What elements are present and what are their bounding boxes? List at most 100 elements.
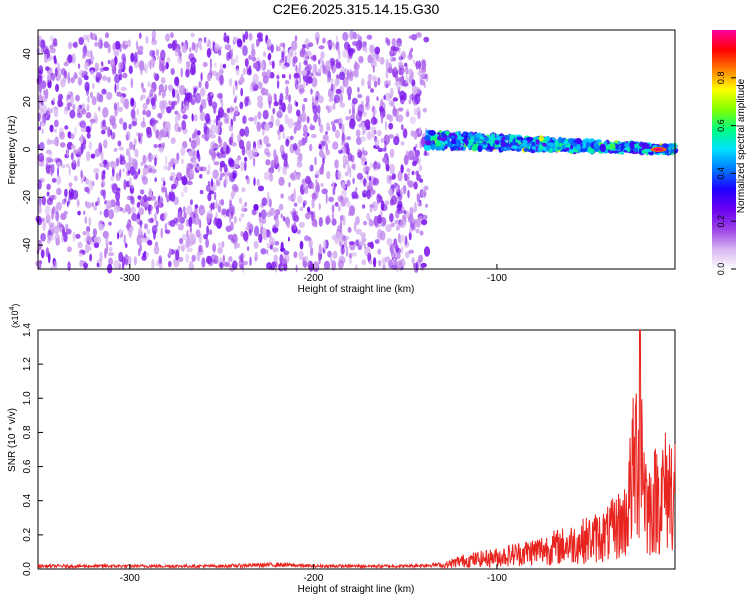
noise-blob bbox=[331, 204, 335, 214]
noise-blob bbox=[283, 263, 288, 272]
noise-blob bbox=[244, 161, 247, 172]
noise-blob bbox=[309, 143, 313, 152]
noise-blob bbox=[405, 65, 409, 75]
noise-blob bbox=[409, 227, 413, 234]
noise-blob bbox=[293, 202, 298, 207]
noise-blob bbox=[181, 120, 187, 131]
noise-blob bbox=[384, 256, 391, 263]
noise-blob bbox=[337, 260, 344, 269]
noise-blob bbox=[167, 260, 172, 268]
noise-blob bbox=[276, 44, 278, 52]
noise-blob bbox=[371, 201, 378, 212]
noise-blob bbox=[315, 178, 318, 186]
noise-blob bbox=[238, 258, 245, 268]
noise-blob bbox=[84, 62, 89, 71]
noise-blob bbox=[240, 87, 244, 97]
noise-blob bbox=[262, 129, 265, 136]
signal-blob bbox=[531, 141, 536, 147]
noise-blob bbox=[150, 97, 156, 107]
noise-blob bbox=[357, 93, 363, 99]
noise-blob bbox=[248, 117, 255, 122]
noise-blob bbox=[68, 195, 71, 205]
noise-blob bbox=[266, 262, 273, 270]
noise-blob bbox=[97, 106, 101, 112]
noise-blob bbox=[385, 58, 389, 70]
noise-blob bbox=[367, 73, 373, 82]
noise-blob bbox=[165, 155, 168, 166]
noise-blob bbox=[374, 80, 378, 88]
noise-blob bbox=[229, 199, 232, 207]
noise-blob bbox=[172, 88, 176, 98]
noise-blob bbox=[142, 109, 146, 116]
noise-blob bbox=[394, 219, 399, 225]
noise-blob bbox=[275, 154, 278, 166]
noise-blob bbox=[318, 202, 321, 211]
noise-blob bbox=[64, 197, 67, 203]
noise-blob bbox=[217, 135, 221, 143]
signal-blob bbox=[483, 141, 487, 145]
noise-blob bbox=[409, 94, 413, 99]
noise-blob bbox=[403, 92, 407, 101]
noise-blob bbox=[282, 153, 288, 161]
noise-blob bbox=[39, 107, 45, 116]
noise-blob bbox=[231, 192, 236, 196]
noise-blob bbox=[131, 121, 137, 127]
noise-blob bbox=[318, 243, 322, 255]
noise-blob bbox=[294, 51, 297, 57]
noise-blob bbox=[206, 43, 211, 48]
noise-blob bbox=[80, 127, 87, 133]
noise-blob bbox=[266, 38, 272, 48]
snr-panel: -300 -200 -100 0.0 0.2 0.4 0.6 0.8 1.0 1.2 1.4 He… bbox=[7, 304, 676, 595]
noise-blob bbox=[42, 219, 46, 231]
noise-blob bbox=[95, 72, 102, 81]
noise-blob bbox=[122, 121, 128, 131]
noise-blob bbox=[142, 88, 147, 93]
noise-blob bbox=[207, 163, 211, 172]
noise-blob bbox=[53, 260, 58, 270]
noise-blob bbox=[334, 202, 339, 207]
noise-blob bbox=[411, 170, 415, 176]
signal-blob bbox=[449, 143, 453, 148]
noise-blob bbox=[131, 213, 138, 222]
y-tick-label: 1.4 bbox=[22, 323, 33, 337]
noise-blob bbox=[275, 118, 281, 127]
noise-blob bbox=[418, 126, 422, 135]
noise-blob bbox=[169, 32, 174, 39]
noise-blob bbox=[76, 198, 80, 208]
noise-blob bbox=[396, 259, 403, 270]
noise-blob bbox=[415, 228, 420, 234]
noise-blob bbox=[303, 60, 308, 66]
noise-blob bbox=[50, 108, 53, 114]
signal-blob bbox=[563, 148, 568, 152]
noise-blob bbox=[355, 239, 360, 247]
noise-blob bbox=[93, 205, 97, 211]
noise-blob bbox=[408, 35, 415, 40]
signal-blob bbox=[546, 145, 551, 151]
noise-blob bbox=[59, 131, 65, 140]
noise-blob bbox=[281, 102, 286, 113]
noise-blob bbox=[59, 222, 63, 233]
noise-blob bbox=[238, 139, 245, 150]
noise-blob bbox=[311, 76, 318, 88]
signal-blob bbox=[638, 142, 646, 148]
signal-blob bbox=[440, 144, 445, 149]
noise-blob bbox=[206, 255, 212, 265]
noise-blob bbox=[347, 152, 353, 162]
noise-blob bbox=[334, 129, 341, 139]
noise-blob bbox=[97, 38, 101, 49]
noise-blob bbox=[335, 35, 338, 42]
noise-blob bbox=[46, 191, 50, 197]
noise-blob bbox=[399, 234, 406, 243]
noise-blob bbox=[90, 50, 93, 58]
noise-blob bbox=[395, 74, 399, 83]
noise-blob bbox=[101, 180, 106, 188]
noise-blob bbox=[310, 88, 313, 95]
noise-blob bbox=[387, 67, 393, 74]
noise-blob bbox=[199, 174, 203, 179]
noise-blob bbox=[52, 97, 56, 102]
noise-blob bbox=[71, 189, 79, 200]
noise-blob bbox=[206, 212, 211, 224]
noise-blob bbox=[275, 208, 281, 216]
noise-blob bbox=[258, 233, 263, 243]
noise-blob bbox=[217, 110, 221, 122]
